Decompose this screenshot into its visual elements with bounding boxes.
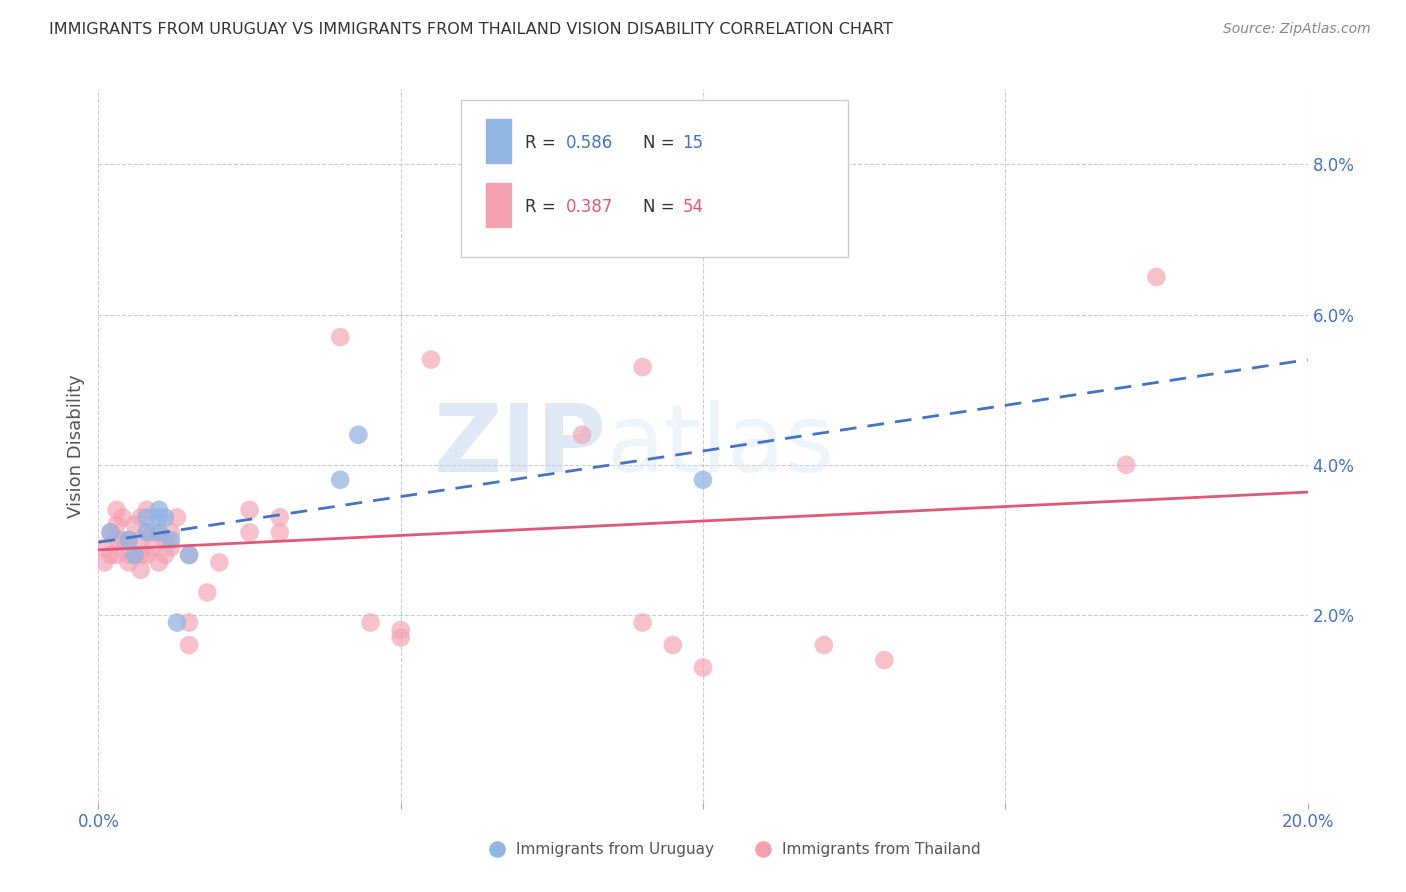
Point [111, 533, 134, 547]
Text: N =: N = [643, 134, 679, 152]
Point [208, 556, 231, 570]
Point [179, 615, 201, 630]
Point [124, 517, 146, 532]
Text: 15: 15 [682, 134, 703, 152]
Point [571, 427, 593, 442]
Point [93, 541, 115, 555]
Point [100, 525, 122, 540]
Point [129, 548, 152, 562]
Point [153, 548, 176, 562]
Point [135, 548, 157, 562]
FancyBboxPatch shape [461, 100, 848, 257]
Point [631, 615, 654, 630]
Point [105, 517, 128, 532]
Point [153, 510, 176, 524]
Point [813, 638, 835, 652]
Point [631, 360, 654, 375]
Point [148, 510, 170, 524]
Point [129, 510, 152, 524]
Point [148, 503, 170, 517]
Text: ZIP: ZIP [433, 400, 606, 492]
Point [118, 533, 141, 547]
Point [420, 352, 443, 367]
Point [129, 533, 152, 547]
Point [195, 585, 218, 599]
Point [124, 548, 146, 562]
Point [148, 556, 170, 570]
Text: N =: N = [643, 198, 679, 216]
Point [135, 510, 157, 524]
Text: 0.586: 0.586 [567, 134, 613, 152]
FancyBboxPatch shape [485, 118, 512, 164]
Point [124, 548, 146, 562]
Point [329, 330, 352, 344]
Text: R =: R = [526, 198, 561, 216]
Point [142, 541, 165, 555]
Text: IMMIGRANTS FROM URUGUAY VS IMMIGRANTS FROM THAILAND VISION DISABILITY CORRELATIO: IMMIGRANTS FROM URUGUAY VS IMMIGRANTS FR… [49, 22, 893, 37]
Point [661, 638, 683, 652]
Point [135, 525, 157, 540]
Point [118, 548, 141, 562]
Point [100, 548, 122, 562]
Point [105, 548, 128, 562]
Text: 54: 54 [682, 198, 703, 216]
Point [239, 503, 262, 517]
Point [389, 631, 412, 645]
Point [1144, 270, 1167, 285]
Point [166, 510, 188, 524]
Point [873, 653, 896, 667]
Point [129, 563, 152, 577]
Text: atlas: atlas [606, 400, 835, 492]
Point [160, 541, 183, 555]
Point [160, 525, 183, 540]
Point [148, 525, 170, 540]
Point [389, 623, 412, 637]
Point [105, 533, 128, 547]
Point [269, 525, 291, 540]
Point [692, 660, 714, 674]
Point [329, 473, 352, 487]
Point [160, 533, 183, 547]
Point [153, 533, 176, 547]
Point [100, 525, 122, 540]
Point [360, 615, 382, 630]
Point [105, 503, 128, 517]
Text: 0.387: 0.387 [567, 198, 614, 216]
Point [135, 525, 157, 540]
Point [179, 548, 201, 562]
Y-axis label: Vision Disability: Vision Disability [66, 374, 84, 518]
Point [269, 510, 291, 524]
Point [347, 427, 370, 442]
Point [111, 510, 134, 524]
Point [93, 556, 115, 570]
Point [142, 525, 165, 540]
Point [118, 533, 141, 547]
Text: Source: ZipAtlas.com: Source: ZipAtlas.com [1223, 22, 1371, 37]
Point [239, 525, 262, 540]
Text: Immigrants from Thailand: Immigrants from Thailand [782, 842, 980, 856]
Point [1115, 458, 1137, 472]
Point [692, 473, 714, 487]
Text: Immigrants from Uruguay: Immigrants from Uruguay [516, 842, 714, 856]
Point [148, 525, 170, 540]
Point [135, 503, 157, 517]
Point [179, 638, 201, 652]
Point [179, 548, 201, 562]
FancyBboxPatch shape [485, 182, 512, 228]
Point [166, 615, 188, 630]
Text: R =: R = [526, 134, 561, 152]
Point [118, 556, 141, 570]
